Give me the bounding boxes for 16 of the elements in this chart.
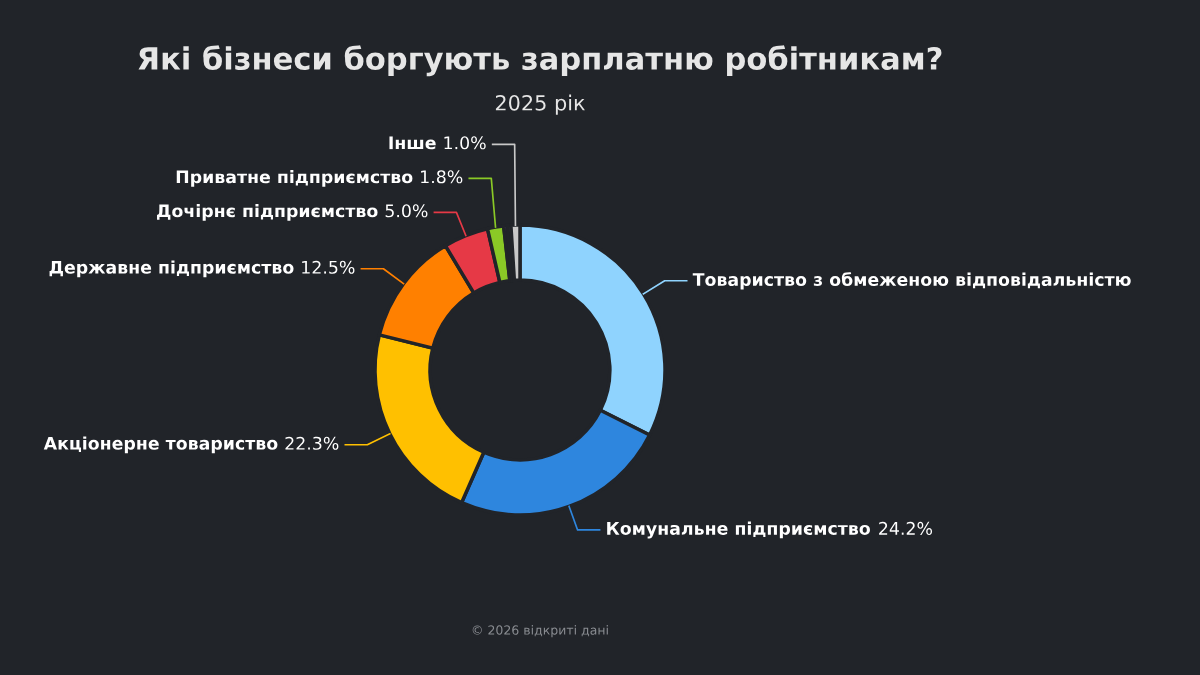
slice-label: Інше xyxy=(389,136,436,150)
slice-label: Акціонерне товариство xyxy=(43,436,278,454)
data-label: 12.5% xyxy=(302,260,355,274)
slice-label: Дочірнє підприємство xyxy=(157,203,378,221)
slice-label: Приватне підприємство xyxy=(176,169,413,187)
data-label: 24.2% xyxy=(879,521,933,535)
chart-subtitle: 2025 рік xyxy=(495,94,585,115)
data-label: 22.3% xyxy=(285,436,339,450)
slice-label: Комунальне підприємство xyxy=(607,521,870,539)
data-label: 1.0% xyxy=(444,136,486,150)
chart-title: Які бізнеси боргують зарплатню робітникам? xyxy=(138,45,942,77)
slice-label: Державне підприємство xyxy=(49,260,294,278)
data-label: 1.8% xyxy=(421,170,463,184)
data-label: 5.0% xyxy=(385,204,428,218)
slice-label: Товариство з обмеженою відповідальністю xyxy=(692,272,1131,290)
text: © 2026 відкриті дані xyxy=(472,625,608,638)
